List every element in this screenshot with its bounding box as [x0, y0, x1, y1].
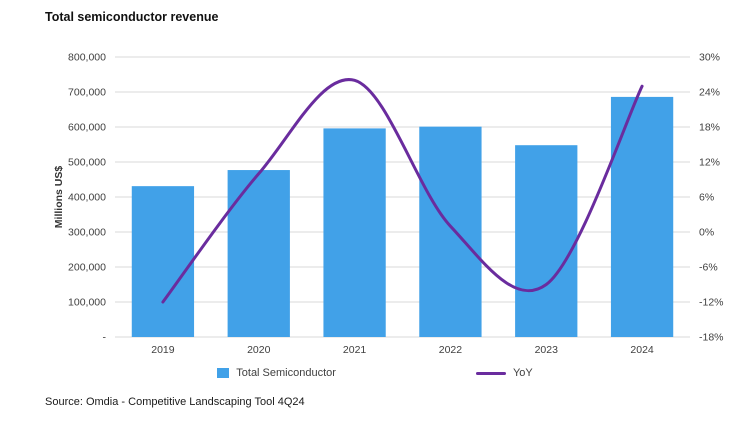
- right-axis-tick: -18%: [699, 332, 724, 344]
- legend-label-total-semiconductor: Total Semiconductor: [236, 367, 336, 379]
- x-axis-label-2020: 2020: [247, 344, 271, 356]
- left-axis-tick: 600,000: [68, 122, 106, 134]
- legend-item-yoy: YoY: [475, 367, 533, 379]
- bar-2023: [515, 145, 578, 337]
- bar-2024: [610, 96, 674, 338]
- chart-title: Total semiconductor revenue: [45, 10, 219, 24]
- source-note: Source: Omdia - Competitive Landscaping …: [45, 396, 305, 408]
- left-axis-tick: -: [103, 332, 107, 344]
- right-axis-tick: 18%: [699, 122, 720, 134]
- x-axis-label-2024: 2024: [630, 344, 654, 356]
- legend-label-yoy: YoY: [512, 367, 533, 379]
- bar-2019: [131, 186, 195, 337]
- x-axis-label-2023: 2023: [535, 344, 559, 356]
- x-axis-label-2019: 2019: [151, 344, 175, 356]
- right-axis-tick: 12%: [699, 157, 720, 169]
- left-axis-tick: 800,000: [68, 52, 106, 64]
- right-axis-tick: 30%: [699, 52, 720, 64]
- left-axis-tick: 400,000: [68, 192, 106, 204]
- legend: Total Semiconductor YoY: [0, 367, 750, 379]
- bar-2020: [227, 170, 290, 337]
- right-axis-tick: -6%: [699, 262, 718, 274]
- bar-2022: [419, 126, 482, 338]
- left-axis-title: Millions US$: [53, 166, 65, 229]
- bar-2021: [323, 128, 386, 337]
- yoy-line: [161, 78, 644, 304]
- legend-bar-swatch-icon: [217, 368, 230, 378]
- right-axis-tick: 6%: [699, 192, 714, 204]
- x-axis-label-2021: 2021: [343, 344, 367, 356]
- left-axis-tick: 200,000: [68, 262, 106, 274]
- left-axis-tick: 500,000: [68, 157, 106, 169]
- left-axis-tick: 100,000: [68, 297, 106, 309]
- right-axis-tick: 0%: [699, 227, 714, 239]
- right-axis-tick: -12%: [699, 297, 724, 309]
- left-axis-tick: 300,000: [68, 227, 106, 239]
- right-axis-tick: 24%: [699, 87, 720, 99]
- left-axis-tick: 700,000: [68, 87, 106, 99]
- legend-line-swatch-icon: [475, 371, 506, 375]
- legend-item-total-semiconductor: Total Semiconductor: [217, 367, 336, 379]
- x-axis-label-2022: 2022: [439, 344, 463, 356]
